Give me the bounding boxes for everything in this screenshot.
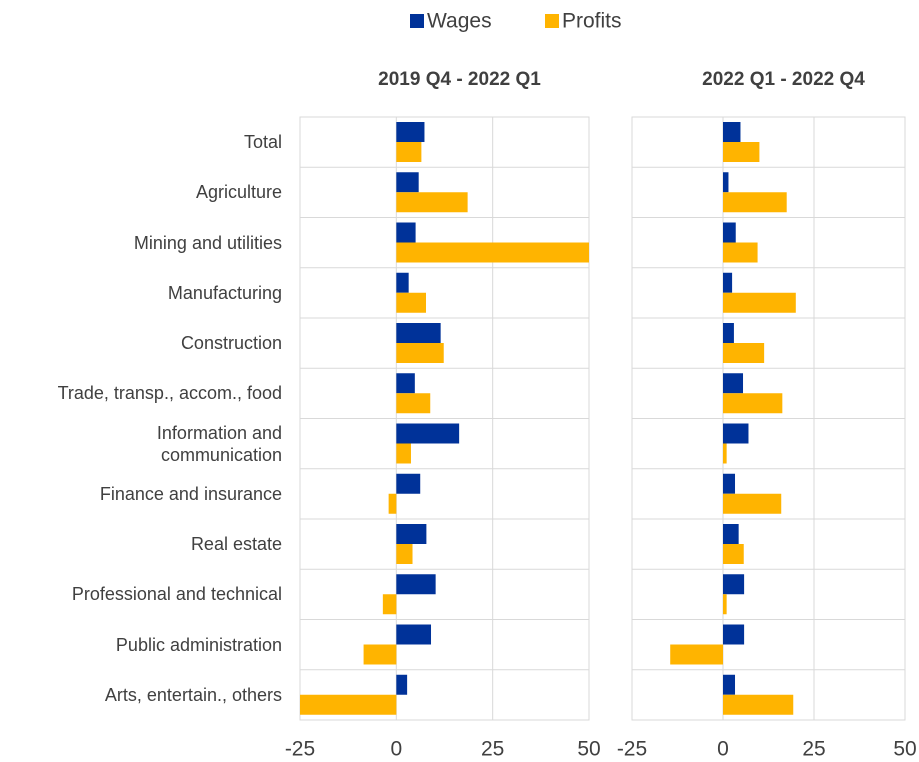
bar	[396, 524, 427, 544]
bar	[723, 172, 729, 193]
bar	[723, 122, 741, 142]
bar	[396, 323, 441, 343]
bar	[396, 574, 436, 595]
legend-label: Profits	[562, 10, 622, 33]
bar	[723, 423, 749, 444]
bar	[723, 323, 734, 343]
bar	[723, 272, 733, 293]
bar	[300, 694, 397, 715]
bar	[723, 292, 796, 313]
panel-title: 2019 Q4 - 2022 Q1	[378, 69, 541, 90]
bar	[670, 644, 723, 665]
panel-title: 2022 Q1 - 2022 Q4	[702, 69, 865, 90]
category-label: Real estate	[190, 534, 282, 555]
category-label: Mining and utilities	[133, 232, 282, 253]
x-tick-label: 25	[802, 738, 825, 761]
bar	[396, 192, 468, 213]
legend-label: Wages	[427, 10, 492, 33]
bar	[723, 343, 765, 363]
bar	[396, 242, 589, 263]
category-label: Information and communication	[156, 422, 282, 465]
bar	[382, 594, 397, 615]
bar	[396, 393, 431, 414]
category-label: Trade, transp., accom., food	[57, 383, 282, 404]
bar	[723, 443, 727, 464]
category-label: Construction	[180, 333, 282, 354]
bar	[723, 524, 739, 544]
x-tick-label: 0	[717, 738, 729, 761]
category-label: Finance and insurance	[99, 483, 282, 504]
x-tick-label: 50	[893, 738, 916, 761]
bar	[388, 493, 397, 514]
bar	[723, 192, 787, 213]
bar	[363, 644, 397, 665]
bar	[396, 423, 460, 444]
category-label: Public administration	[115, 634, 282, 655]
category-label: Manufacturing	[167, 282, 282, 303]
bar	[723, 624, 745, 645]
category-label: Arts, entertain., others	[104, 684, 282, 705]
bar	[396, 272, 409, 293]
bar	[723, 142, 760, 162]
bar	[396, 122, 425, 142]
legend-swatch	[410, 14, 424, 28]
bar	[723, 574, 745, 595]
bar	[396, 473, 421, 494]
bar	[723, 493, 782, 514]
bar	[723, 373, 744, 394]
category-label: Agriculture	[195, 182, 282, 203]
bar	[396, 373, 415, 394]
bar	[396, 343, 444, 363]
x-tick-label: 0	[390, 738, 402, 761]
bar	[396, 292, 427, 313]
x-tick-label: 50	[577, 738, 600, 761]
x-tick-label: 25	[481, 738, 504, 761]
legend-swatch	[545, 14, 559, 28]
bar	[723, 674, 736, 695]
bar	[723, 594, 727, 615]
category-label: Total	[243, 132, 282, 153]
bar	[396, 222, 416, 243]
x-tick-label: -25	[617, 738, 647, 761]
bar	[723, 242, 758, 263]
bar	[723, 393, 783, 414]
x-tick-label: -25	[285, 738, 315, 761]
bar	[723, 694, 794, 715]
bar	[396, 443, 411, 464]
category-label: Professional and technical	[71, 584, 282, 605]
bar	[723, 544, 744, 564]
bar	[723, 473, 736, 494]
bar	[396, 142, 422, 162]
bar	[396, 624, 432, 645]
bar	[396, 544, 413, 564]
bar	[396, 172, 419, 193]
bar	[723, 222, 736, 243]
bar	[396, 674, 408, 695]
